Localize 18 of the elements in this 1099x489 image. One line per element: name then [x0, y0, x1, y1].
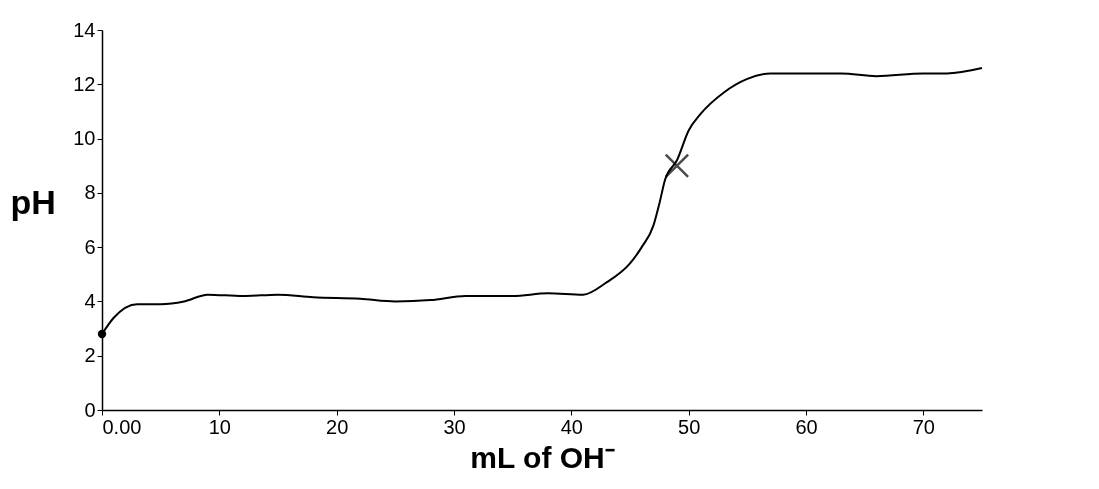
x-tick-label: 60 — [795, 415, 818, 438]
y-tick-label: 10 — [73, 127, 96, 150]
x-tick-label: 70 — [912, 415, 935, 438]
x-tick-label: 20 — [326, 415, 349, 438]
x-tick-label: 0.00 — [102, 415, 142, 438]
y-tick-label: 8 — [84, 181, 96, 204]
y-tick-label: 14 — [73, 18, 96, 41]
x-tick-label: 30 — [443, 415, 466, 438]
y-tick-label: 2 — [84, 344, 96, 367]
y-tick-label: 0 — [84, 398, 96, 421]
y-axis-title: pH — [10, 182, 56, 221]
y-tick-label: 12 — [73, 72, 96, 95]
y-tick-label: 6 — [84, 235, 96, 258]
x-tick-label: 10 — [208, 415, 231, 438]
x-axis-title: mL of OH⁻ — [470, 440, 615, 474]
y-tick-label: 4 — [84, 289, 96, 312]
x-tick-label: 40 — [560, 415, 583, 438]
x-tick-label: 50 — [678, 415, 701, 438]
